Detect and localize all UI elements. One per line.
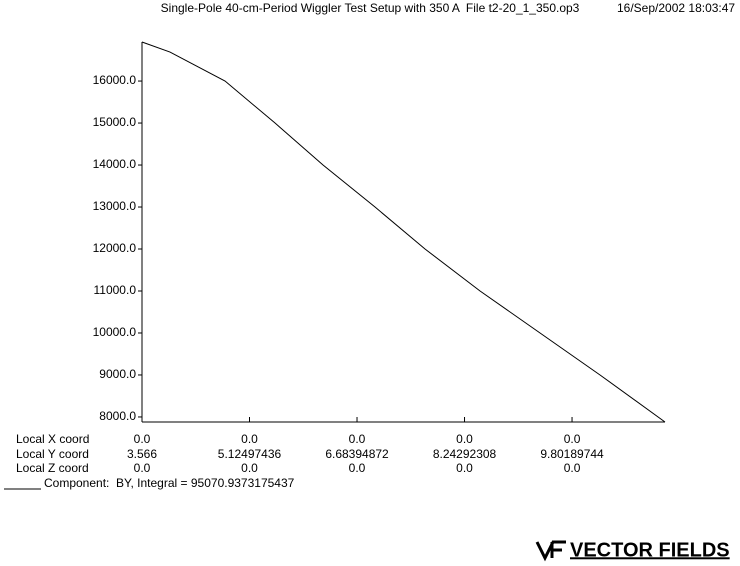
row-label: Local X coord	[16, 432, 89, 446]
row-value: 0.0	[564, 461, 581, 475]
row-label: Local Z coord	[16, 461, 89, 475]
row-value: 0.0	[456, 432, 473, 446]
row-value: 0.0	[134, 461, 151, 475]
legend-entry: Component: BY, Integral = 95070.93731754…	[44, 476, 295, 490]
row-value: 0.0	[349, 432, 366, 446]
row-value: 0.0	[564, 432, 581, 446]
row-value: 0.0	[456, 461, 473, 475]
row-value: 0.0	[241, 432, 258, 446]
x-tick-label: 5.12497436	[218, 447, 282, 461]
y-tick-label: 10000.0	[93, 325, 137, 339]
data-line	[141, 41, 666, 423]
logo-mark	[535, 540, 566, 562]
timestamp: 16/Sep/2002 18:03:47	[617, 1, 735, 15]
y-tick-label: 14000.0	[93, 157, 137, 171]
y-tick-label: 16000.0	[93, 73, 137, 87]
x-tick-label: 8.24292308	[433, 447, 497, 461]
row-value: 0.0	[349, 461, 366, 475]
y-tick-label: 12000.0	[93, 241, 137, 255]
y-tick-label: 15000.0	[93, 115, 137, 129]
y-tick-label: 11000.0	[94, 283, 137, 297]
x-tick-label: 6.68394872	[325, 447, 389, 461]
row-value: 0.0	[241, 461, 258, 475]
x-tick-label: 3.566	[127, 447, 157, 461]
y-tick-label: 9000.0	[99, 367, 136, 381]
logo-text: VECTOR FIELDS	[570, 539, 730, 561]
y-tick-label: 13000.0	[93, 199, 137, 213]
row-label: Local Y coord	[16, 447, 89, 461]
row-value: 0.0	[134, 432, 151, 446]
x-tick-label: 9.80189744	[540, 447, 604, 461]
y-tick-label: 8000.0	[99, 409, 136, 423]
chart-title: Single-Pole 40-cm-Period Wiggler Test Se…	[161, 1, 580, 15]
